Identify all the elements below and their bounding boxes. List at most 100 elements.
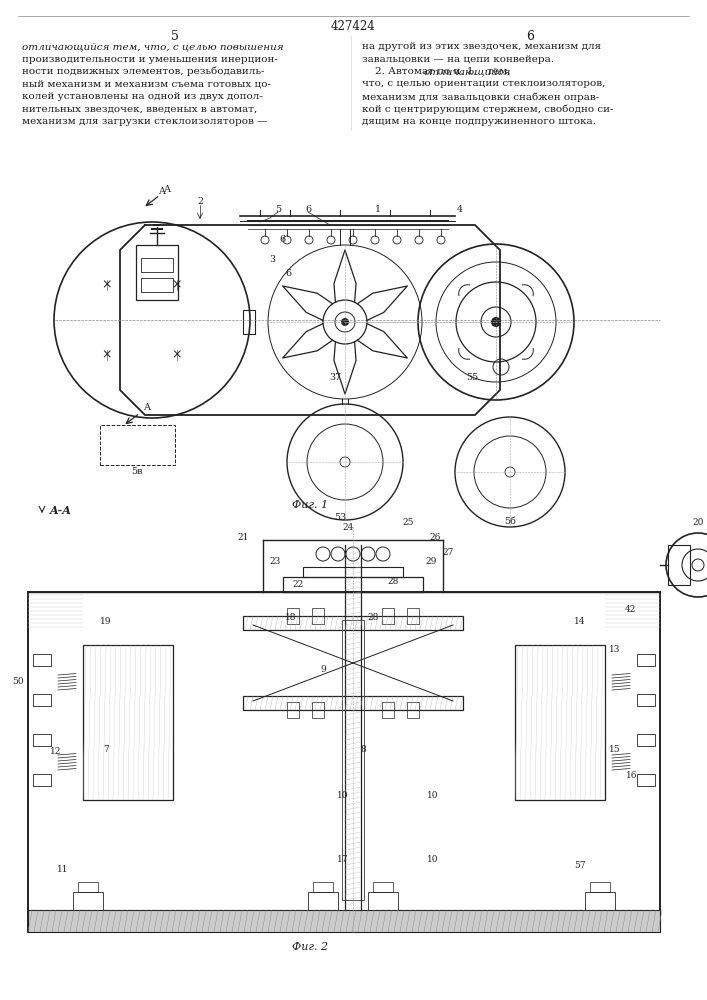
Text: 17: 17 — [337, 856, 349, 864]
Bar — [303, 567, 403, 577]
Bar — [515, 645, 605, 800]
Text: кой с центрирующим стержнем, свободно си-: кой с центрирующим стержнем, свободно си… — [362, 104, 614, 114]
Text: ×: × — [102, 278, 112, 292]
Text: 5б: 5б — [504, 518, 516, 526]
Text: 27: 27 — [443, 548, 454, 557]
Bar — [100, 425, 175, 465]
Text: производительности и уменьшения инерцион-: производительности и уменьшения инерцион… — [22, 54, 278, 64]
Text: 29: 29 — [426, 557, 437, 566]
Text: 1: 1 — [375, 205, 381, 214]
Text: 2. Автомат по п. 1,: 2. Автомат по п. 1, — [362, 67, 480, 76]
Text: что, с целью ориентации стеклоизоляторов,: что, с целью ориентации стеклоизоляторов… — [362, 80, 605, 89]
Bar — [33, 694, 51, 706]
Text: 8: 8 — [360, 746, 366, 754]
Text: 24: 24 — [342, 523, 354, 532]
Text: 5в: 5в — [132, 467, 143, 476]
Bar — [312, 608, 324, 624]
Text: отличающийся тем, что, с целью повышения: отличающийся тем, что, с целью повышения — [22, 42, 284, 51]
Text: 5: 5 — [171, 29, 179, 42]
Text: 14: 14 — [574, 617, 586, 626]
Text: Фиг. 1: Фиг. 1 — [292, 500, 328, 510]
Bar — [313, 882, 333, 892]
Text: 5: 5 — [275, 205, 281, 214]
Text: 6: 6 — [285, 269, 291, 278]
Bar — [637, 654, 655, 666]
Text: 6: 6 — [305, 205, 311, 214]
Text: ный механизм и механизм съема готовых цо-: ный механизм и механизм съема готовых цо… — [22, 80, 271, 89]
Text: 22: 22 — [293, 580, 303, 589]
Bar — [136, 245, 178, 300]
Text: 3: 3 — [269, 254, 275, 263]
Text: 21: 21 — [238, 533, 249, 542]
Text: 37: 37 — [329, 372, 341, 381]
Bar — [407, 608, 419, 624]
Bar — [637, 694, 655, 706]
Bar — [28, 592, 660, 932]
Text: 12: 12 — [50, 748, 62, 756]
Text: отличающийся: отличающийся — [424, 67, 511, 76]
Text: 57: 57 — [574, 860, 586, 869]
Text: нительных звездочек, введеных в автомат,: нительных звездочек, введеных в автомат, — [22, 104, 257, 113]
Bar — [283, 577, 423, 592]
Bar — [287, 608, 299, 624]
Text: тем,: тем, — [484, 67, 510, 76]
Text: завальцовки — на цепи конвейера.: завальцовки — на цепи конвейера. — [362, 54, 554, 64]
Text: 10: 10 — [427, 790, 439, 800]
Text: A-A: A-A — [50, 504, 72, 516]
Text: 427424: 427424 — [331, 19, 375, 32]
Text: A: A — [143, 403, 150, 412]
Text: 6: 6 — [279, 235, 285, 244]
Text: Фиг. 2: Фиг. 2 — [292, 942, 328, 952]
Bar — [243, 696, 463, 710]
Text: 6: 6 — [526, 29, 534, 42]
Bar — [382, 702, 394, 718]
Bar — [668, 545, 690, 585]
Bar — [342, 620, 364, 900]
Text: 53: 53 — [334, 512, 346, 522]
Text: на другой из этих звездочек, механизм для: на другой из этих звездочек, механизм дл… — [362, 42, 601, 51]
Bar — [312, 702, 324, 718]
Text: 2: 2 — [197, 198, 203, 207]
Bar — [382, 608, 394, 624]
Bar — [141, 278, 173, 292]
Text: 16: 16 — [626, 770, 638, 780]
Text: ×: × — [102, 349, 112, 361]
Text: 18: 18 — [285, 612, 297, 621]
Text: 4: 4 — [457, 205, 463, 214]
Bar — [141, 258, 173, 272]
Bar — [308, 892, 338, 910]
Bar — [373, 882, 393, 892]
Text: 42: 42 — [624, 605, 636, 614]
Text: механизм для загрузки стеклоизоляторов —: механизм для загрузки стеклоизоляторов — — [22, 117, 267, 126]
Bar — [78, 882, 98, 892]
Bar — [33, 734, 51, 746]
Text: колей установлены на одной из двух допол-: колей установлены на одной из двух допол… — [22, 92, 263, 101]
Bar — [243, 310, 255, 334]
Text: 25: 25 — [402, 518, 414, 527]
Text: A: A — [163, 185, 170, 194]
Text: 10: 10 — [427, 856, 439, 864]
Text: 28: 28 — [368, 612, 379, 621]
Text: A: A — [158, 188, 165, 196]
Text: 10: 10 — [337, 790, 349, 800]
Text: 26: 26 — [429, 533, 440, 542]
Text: механизм для завальцовки снабжен оправ-: механизм для завальцовки снабжен оправ- — [362, 92, 600, 102]
Text: 15: 15 — [609, 746, 621, 754]
Text: ×: × — [172, 278, 182, 292]
Text: 28: 28 — [387, 577, 399, 586]
Text: 23: 23 — [269, 557, 281, 566]
Bar — [368, 892, 398, 910]
Text: 13: 13 — [609, 646, 621, 654]
Text: 7: 7 — [103, 746, 109, 754]
Bar — [33, 654, 51, 666]
Text: 55: 55 — [466, 372, 478, 381]
Text: 11: 11 — [57, 865, 69, 874]
Text: 19: 19 — [100, 617, 112, 626]
Bar — [590, 882, 610, 892]
Bar — [33, 774, 51, 786]
Text: 50: 50 — [12, 678, 24, 686]
Text: 9: 9 — [320, 666, 326, 674]
Bar — [637, 774, 655, 786]
Text: 20: 20 — [692, 518, 703, 527]
Bar — [585, 892, 615, 910]
